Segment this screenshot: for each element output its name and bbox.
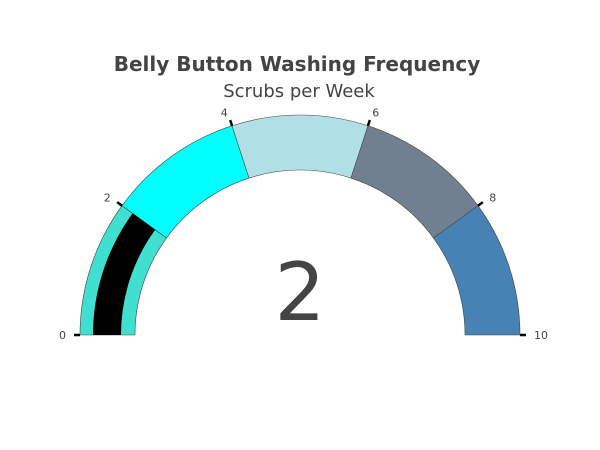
chart-subtitle: Scrubs per Week <box>223 81 375 102</box>
gauge-tick-6 <box>366 119 372 127</box>
chart-title: Belly Button Washing Frequency <box>114 52 480 76</box>
gauge-tick-label-0: 0 <box>59 329 66 342</box>
gauge-tick-2 <box>116 201 123 207</box>
gauge-step-3 <box>231 114 369 179</box>
gauge-tick-label-2: 2 <box>104 191 111 204</box>
gauge-tick-label-10: 10 <box>534 329 548 342</box>
gauge-axis: 0 2 4 6 8 10 <box>59 106 548 342</box>
gauge-value-bar-group <box>93 213 156 335</box>
gauge-tick-8 <box>477 201 484 207</box>
gauge-value-bar <box>93 213 156 335</box>
gauge-tick-4 <box>228 119 234 127</box>
gauge-tick-label-8: 8 <box>489 191 496 204</box>
gauge-value-number: 2 <box>275 246 326 339</box>
gauge-tick-label-6: 6 <box>372 106 379 119</box>
gauge-tick-label-4: 4 <box>221 106 228 119</box>
